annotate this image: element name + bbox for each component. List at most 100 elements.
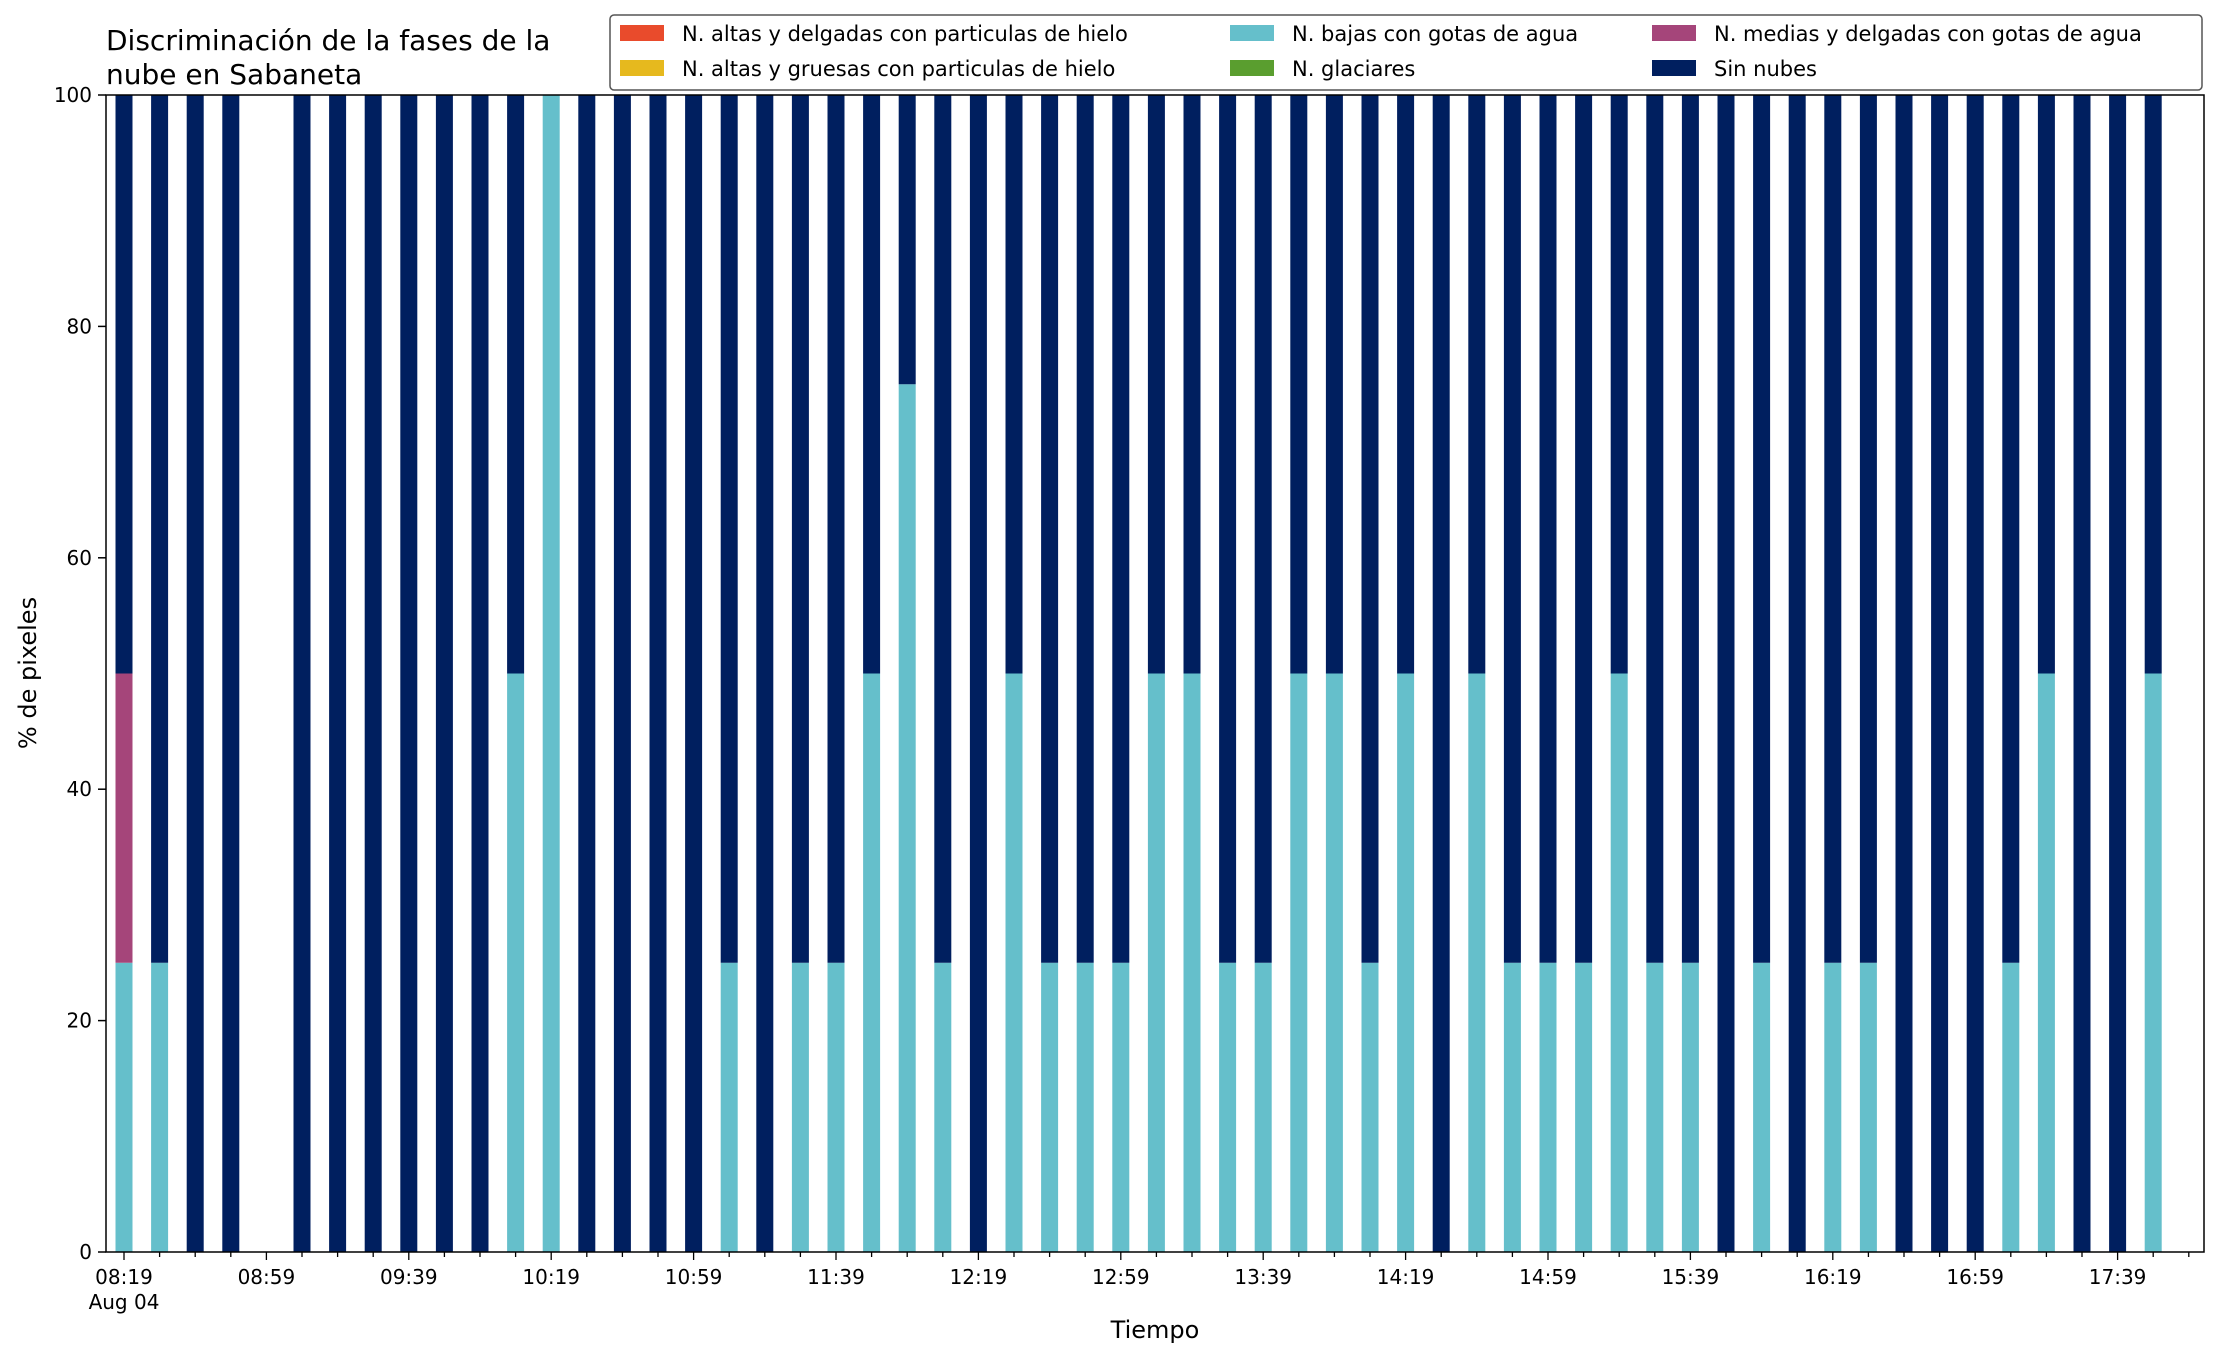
bar-segment-5-5 — [293, 95, 311, 1252]
bar-segment-2-23 — [934, 962, 952, 1252]
legend-swatch-0 — [620, 25, 664, 41]
bar-segment-5-34 — [1325, 95, 1343, 674]
legend-swatch-5 — [1652, 60, 1696, 76]
bar-segment-5-47 — [1788, 95, 1806, 1252]
bar-segment-5-40 — [1539, 95, 1557, 963]
y-tick-label-20: 20 — [67, 1009, 92, 1033]
x-tick-label-7: 12:59 — [1092, 1265, 1150, 1289]
legend-label-3: N. glaciares — [1292, 57, 1415, 81]
legend-swatch-1 — [620, 60, 664, 76]
bar-segment-2-49 — [1859, 962, 1877, 1252]
bar-segment-2-53 — [2002, 962, 2020, 1252]
x-tick-label-5: 11:39 — [807, 1265, 865, 1289]
bar-segment-5-49 — [1859, 95, 1877, 963]
bar-segment-5-9 — [435, 95, 453, 1252]
bar-segment-5-13 — [578, 95, 596, 1252]
bar-segment-5-56 — [2109, 95, 2127, 1252]
bar-segment-2-28 — [1112, 962, 1130, 1252]
bar-segment-5-53 — [2002, 95, 2020, 963]
bar-segment-5-19 — [791, 95, 809, 963]
plot-frame — [105, 94, 2205, 1253]
x-tick-label-11: 15:39 — [1662, 1265, 1720, 1289]
x-tick-label-0: 08:19 — [95, 1265, 153, 1289]
y-tick-label-100: 100 — [54, 83, 92, 107]
bar-segment-2-54 — [2037, 673, 2055, 1252]
bar-segment-5-23 — [934, 95, 952, 963]
bar-segment-2-27 — [1076, 962, 1094, 1252]
bar-segment-5-10 — [471, 95, 489, 1252]
bar-segment-2-1 — [151, 962, 169, 1252]
bar-segment-5-15 — [649, 95, 667, 1252]
legend-label-0: N. altas y delgadas con particulas de hi… — [682, 22, 1128, 46]
bar-segment-2-33 — [1290, 673, 1308, 1252]
x-axis: 08:19 08:59 09:39 10:19 10:59 11:39 12:19 12:59… — [89, 1252, 2190, 1314]
bar-segment-5-20 — [827, 95, 845, 963]
x-tick-label-2: 09:39 — [380, 1265, 438, 1289]
bar-segment-5-14 — [613, 95, 631, 1252]
legend-label-1: N. altas y gruesas con particulas de hie… — [682, 57, 1115, 81]
x-tick-label-10: 14:59 — [1519, 1265, 1577, 1289]
x-axis-label: Tiempo — [1110, 1316, 1200, 1344]
bar-segment-5-3 — [222, 95, 240, 1252]
bar-segment-2-22 — [898, 384, 916, 1252]
bar-segment-5-35 — [1361, 95, 1379, 963]
x-tick-label-4: 10:59 — [665, 1265, 723, 1289]
x-tick-label-3: 10:19 — [522, 1265, 580, 1289]
bar-segment-5-44 — [1681, 95, 1699, 963]
bar-segment-5-38 — [1468, 95, 1486, 674]
bar-segment-5-51 — [1931, 95, 1949, 1252]
bar-segment-2-34 — [1325, 673, 1343, 1252]
x-tick-label-6: 12:19 — [950, 1265, 1008, 1289]
bar-segment-2-30 — [1183, 673, 1201, 1252]
bar-segment-5-22 — [898, 95, 916, 385]
bar-segment-2-20 — [827, 962, 845, 1252]
x-tick-date-label: Aug 04 — [89, 1290, 160, 1314]
bar-segment-5-25 — [1005, 95, 1023, 674]
bar-segment-2-40 — [1539, 962, 1557, 1252]
bar-segment-5-31 — [1219, 95, 1237, 963]
bar-segment-2-43 — [1646, 962, 1664, 1252]
bar-segment-5-37 — [1432, 95, 1450, 1252]
legend-box — [609, 14, 2203, 91]
bar-segment-5-6 — [329, 95, 347, 1252]
bar-segment-2-25 — [1005, 673, 1023, 1252]
bar-segment-2-35 — [1361, 962, 1379, 1252]
bars-layer — [115, 95, 2162, 1252]
bar-segment-5-0 — [115, 95, 133, 674]
bar-segment-5-21 — [863, 95, 881, 674]
chart-title-line2: nube en Sabaneta — [106, 58, 362, 91]
bar-segment-2-21 — [863, 673, 881, 1252]
bar-segment-5-41 — [1575, 95, 1593, 963]
bar-segment-2-57 — [2144, 673, 2162, 1252]
bar-segment-5-27 — [1076, 95, 1094, 963]
chart-title-line1: Discriminación de la fases de la — [106, 24, 550, 57]
bar-segment-5-17 — [720, 95, 738, 963]
y-axis-label: % de pixeles — [14, 597, 42, 749]
bar-segment-5-45 — [1717, 95, 1735, 1252]
bar-segment-5-54 — [2037, 95, 2055, 674]
legend-label-4: N. medias y delgadas con gotas de agua — [1714, 22, 2142, 46]
bar-segment-5-55 — [2073, 95, 2091, 1252]
bar-segment-2-17 — [720, 962, 738, 1252]
bar-segment-5-32 — [1254, 95, 1272, 963]
bar-segment-2-41 — [1575, 962, 1593, 1252]
bar-segment-5-28 — [1112, 95, 1130, 963]
bar-segment-2-44 — [1681, 962, 1699, 1252]
bar-segment-2-19 — [791, 962, 809, 1252]
legend-swatch-3 — [1230, 60, 1274, 76]
bar-segment-5-50 — [1895, 95, 1913, 1252]
y-tick-label-80: 80 — [67, 314, 92, 338]
x-tick-label-8: 13:39 — [1234, 1265, 1292, 1289]
bar-segment-5-39 — [1503, 95, 1521, 963]
bar-segment-2-48 — [1824, 962, 1842, 1252]
bar-segment-5-33 — [1290, 95, 1308, 674]
bar-segment-5-24 — [969, 95, 987, 1252]
bar-segment-2-0 — [115, 962, 133, 1252]
bar-segment-5-46 — [1753, 95, 1771, 963]
bar-segment-5-36 — [1397, 95, 1415, 674]
bar-segment-5-8 — [400, 95, 418, 1252]
bar-segment-5-16 — [685, 95, 703, 1252]
legend-swatch-2 — [1230, 25, 1274, 41]
bar-segment-5-26 — [1041, 95, 1059, 963]
